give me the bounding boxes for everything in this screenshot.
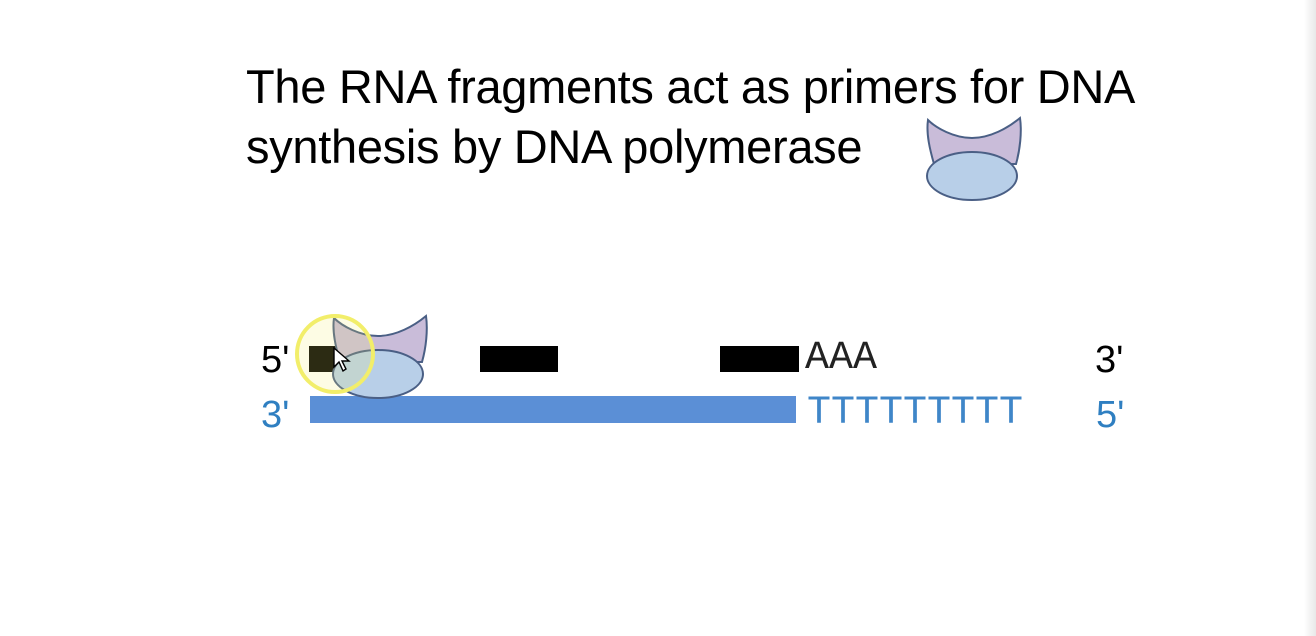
top-strand-3-prime-label: 3'	[1095, 339, 1124, 381]
slide-title-line-2: synthesis by DNA polymerase	[246, 120, 863, 173]
template-dna-strand	[310, 396, 796, 423]
poly-t-sequence: TTTTTTTTT	[807, 391, 1024, 436]
slide-title-line-1: The RNA fragments act as primers for DNA	[246, 60, 1136, 113]
rna-primer-2	[480, 346, 558, 372]
bottom-strand-3-prime-label: 3'	[261, 394, 290, 436]
dna-polymerase-icon	[926, 116, 1022, 201]
bottom-strand-5-prime-label: 5'	[1096, 394, 1125, 436]
poly-a-tail: AAA	[805, 336, 878, 381]
mouse-pointer-icon	[333, 347, 351, 373]
window-edge-shadow	[1304, 0, 1316, 636]
rna-primer-3	[720, 346, 799, 372]
top-strand-5-prime-label: 5'	[261, 339, 290, 381]
